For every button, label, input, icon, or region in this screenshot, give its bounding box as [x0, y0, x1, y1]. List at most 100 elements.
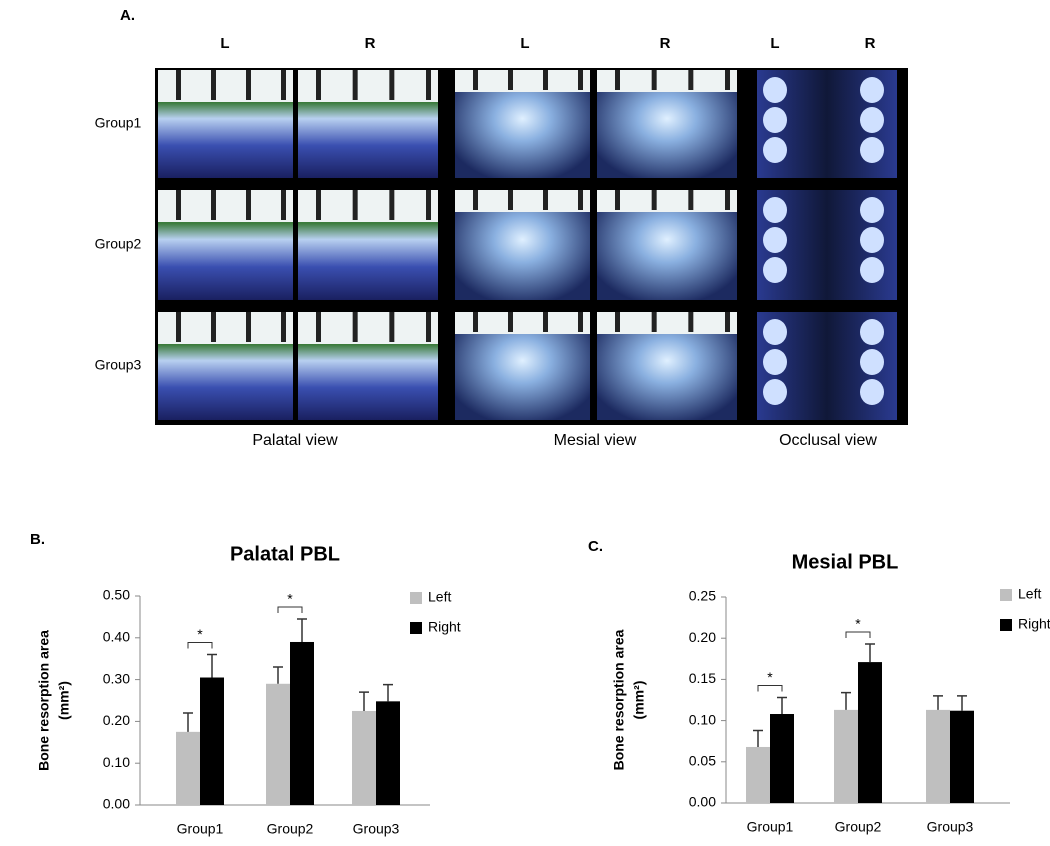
- error-bar: [777, 696, 787, 715]
- y-tick-label: 0.15: [689, 670, 716, 686]
- legend-swatch: [1000, 619, 1012, 631]
- ruler-mark: [426, 312, 431, 342]
- bar: [352, 710, 376, 805]
- ruler-mark: [316, 312, 321, 342]
- column-label: R: [865, 35, 876, 52]
- significance-mark: *: [197, 626, 203, 642]
- chart-title: Mesial PBL: [792, 551, 899, 573]
- ruler-mark: [316, 190, 321, 220]
- ruler-mark: [725, 312, 730, 332]
- ruler-mark: [543, 312, 548, 332]
- ruler-mark: [281, 312, 286, 342]
- ruler-mark: [473, 312, 478, 332]
- ruler-mark: [473, 70, 478, 90]
- tooth: [860, 349, 884, 375]
- column-label: R: [365, 35, 376, 52]
- bar: [290, 641, 314, 805]
- ruler-mark: [426, 190, 431, 220]
- tooth: [763, 319, 787, 345]
- ruler-mark: [473, 190, 478, 210]
- column-label: L: [770, 35, 779, 52]
- panel-label: C.: [588, 538, 603, 555]
- column-label: R: [660, 35, 671, 52]
- ruler-mark: [176, 70, 181, 100]
- error-bar: [865, 643, 875, 663]
- row-label: Group3: [95, 357, 142, 373]
- y-tick-label: 0.05: [689, 753, 716, 769]
- ruler: [298, 70, 438, 102]
- ruler-mark: [352, 70, 358, 100]
- legend-label: Left: [428, 589, 451, 605]
- ruler-mark: [211, 312, 216, 342]
- ruler: [455, 190, 590, 212]
- tooth: [763, 137, 787, 163]
- tooth: [860, 379, 884, 405]
- ruler-mark: [508, 312, 513, 332]
- panel-label: B.: [30, 531, 45, 548]
- ruler-mark: [508, 70, 513, 90]
- ruler-mark: [176, 190, 181, 220]
- bar: [200, 677, 224, 805]
- ruler-mark: [389, 190, 395, 220]
- bar: [176, 731, 200, 805]
- bar: [950, 710, 974, 803]
- ruler-mark: [211, 190, 216, 220]
- ruler-mark: [725, 70, 730, 90]
- y-axis-unit: (mm²): [631, 681, 647, 720]
- x-tick-label: Group1: [747, 819, 794, 835]
- error-bar: [753, 729, 763, 747]
- ruler: [597, 312, 737, 334]
- ruler-mark: [281, 190, 286, 220]
- y-tick-label: 0.20: [103, 712, 130, 728]
- y-tick-label: 0.10: [689, 711, 716, 727]
- x-tick-label: Group2: [835, 819, 882, 835]
- error-bar: [933, 695, 943, 710]
- column-label: L: [220, 35, 229, 52]
- y-tick-label: 0.00: [689, 794, 716, 810]
- panel-label: A.: [120, 7, 135, 24]
- significance-bracket: [757, 685, 783, 692]
- ruler: [455, 312, 590, 334]
- ruler: [298, 312, 438, 344]
- ruler-mark: [578, 312, 583, 332]
- tooth: [860, 107, 884, 133]
- ruler-mark: [389, 70, 395, 100]
- ruler-mark: [651, 312, 657, 332]
- ruler-mark: [281, 70, 286, 100]
- x-tick-label: Group1: [177, 821, 224, 837]
- view-label: Mesial view: [554, 432, 637, 449]
- bar: [926, 709, 950, 803]
- y-axis-label: Bone resorption area: [611, 629, 627, 770]
- error-bar: [183, 712, 193, 732]
- y-tick-label: 0.25: [689, 588, 716, 604]
- error-bar: [297, 618, 307, 642]
- tooth: [860, 137, 884, 163]
- tooth: [763, 77, 787, 103]
- tooth: [763, 257, 787, 283]
- legend-label: Right: [428, 619, 461, 635]
- significance-bracket: [277, 606, 303, 613]
- ruler-mark: [543, 190, 548, 210]
- ruler-mark: [246, 70, 251, 100]
- bar: [858, 662, 882, 803]
- x-tick-label: Group2: [267, 821, 314, 837]
- y-axis-label: Bone resorption area: [36, 630, 52, 771]
- legend-swatch: [410, 592, 422, 604]
- ruler-mark: [725, 190, 730, 210]
- tooth: [763, 227, 787, 253]
- chart-title: Palatal PBL: [230, 543, 340, 565]
- error-bar: [207, 653, 217, 678]
- ruler-mark: [389, 312, 395, 342]
- y-tick-label: 0.20: [689, 629, 716, 645]
- y-axis-unit: (mm²): [56, 681, 72, 720]
- ruler-mark: [543, 70, 548, 90]
- bar: [746, 746, 770, 803]
- significance-bracket: [845, 631, 871, 638]
- x-tick-label: Group3: [353, 821, 400, 837]
- significance-mark: *: [855, 616, 861, 632]
- legend-label: Right: [1018, 616, 1050, 632]
- tooth: [860, 77, 884, 103]
- ruler: [597, 190, 737, 212]
- ruler-mark: [651, 70, 657, 90]
